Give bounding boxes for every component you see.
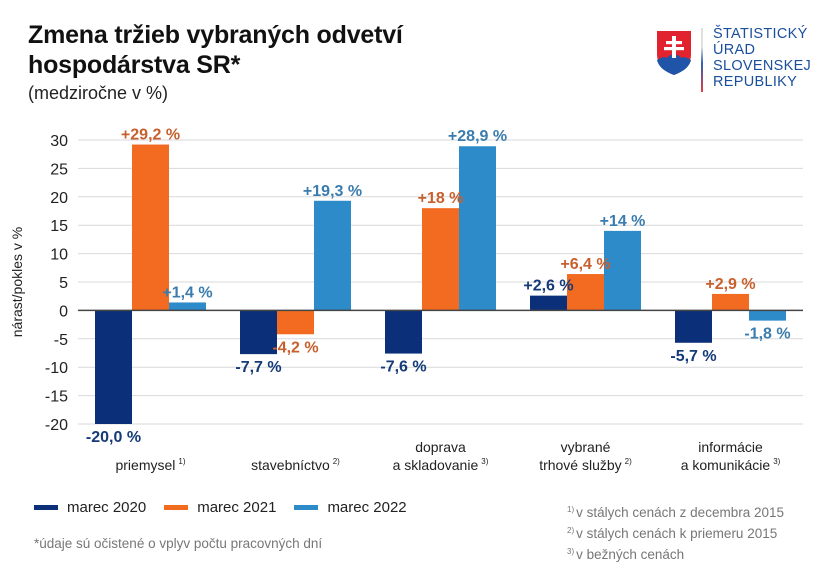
data-labels: -20,0 % +29,2 % +1,4 % -7,7 % -4,2 % +19,3 % -… [86,127,791,446]
category-note-mark: 3) [481,457,488,466]
bar-marec-2020-3 [530,295,567,311]
x-category-label: informácie [698,439,763,455]
bar-marec-2022-3 [604,230,641,311]
data-label: +18 % [418,190,464,207]
footnote: *údaje sú očistené o vplyv počtu pracovn… [34,536,323,551]
x-category-label: stavebníctvo 2) [251,457,340,473]
category-note-mark: 2) [625,457,632,466]
x-category-label: priemysel 1) [115,457,185,473]
note-item: 1) v stálych cenách z decembra 2015 [567,505,784,520]
chart-subtitle: (medziročne v %) [28,83,169,103]
legend: marec 2020 marec 2021 marec 2022 [34,499,407,516]
y-tick-label: 30 [50,133,68,150]
bar-marec-2020-1 [240,310,277,355]
slovak-coat-of-arms-icon [657,31,691,75]
data-label: -7,6 % [380,359,426,376]
x-category-label: trhové služby 2) [539,457,632,473]
legend-label: marec 2020 [67,499,147,516]
logo-line: ŠTATISTICKÝ [713,26,808,42]
bar-marec-2020-4 [675,310,712,343]
y-axis-label: nárast/pokles v % [9,227,25,338]
y-tick-label: 0 [59,303,68,320]
chart-title-line1: Zmena tržieb vybraných odvetví [28,21,403,49]
bar-marec-2022-1 [314,200,351,311]
data-label: +2,6 % [523,278,573,295]
legend-swatch-2022 [294,505,319,510]
bar-marec-2022-2 [459,146,496,311]
bars [95,144,786,424]
data-label: +14 % [600,213,646,230]
y-tick-label: -20 [45,417,68,434]
category-note-mark: 3) [773,457,780,466]
data-label: -1,8 % [744,326,790,343]
x-category-label: vybrané [561,439,611,455]
y-tick-label: 5 [59,275,68,292]
x-category-label: a skladovanie 3) [393,457,489,473]
logo-line: SLOVENSKEJ [713,58,812,74]
chart-title-line2: hospodárstva SR* [28,51,241,79]
data-label: +1,4 % [162,284,212,301]
category-note-mark: 2) [333,457,340,466]
legend-label: marec 2021 [197,499,277,516]
legend-item: marec 2020 [34,499,146,516]
y-tick-label: -10 [45,360,68,377]
data-label: -5,7 % [670,348,716,365]
y-axis-ticks: 30 25 20 15 10 5 0 -5 -10 -15 -20 [45,133,68,434]
category-note-mark: 1) [178,457,185,466]
x-axis-labels: priemysel 1) stavebníctvo 2) doprava a sklado… [115,439,780,473]
y-tick-label: -5 [54,332,68,349]
data-label: +29,2 % [121,127,180,144]
chart-title: Zmena tržieb vybraných odvetví hospodárs… [28,20,403,80]
legend-item: marec 2021 [164,499,276,516]
data-label: +19,3 % [303,183,362,200]
bar-marec-2021-3 [567,274,604,311]
bar-marec-2022-4 [749,310,786,321]
logo-divider [701,28,703,92]
data-label: -20,0 % [86,429,141,446]
legend-swatch-2020 [34,505,58,510]
legend-swatch-2021 [164,505,189,510]
data-label: -4,2 % [272,339,318,356]
bar-marec-2021-1 [277,310,314,335]
data-label: +6,4 % [560,256,610,273]
bar-marec-2021-0 [132,144,169,311]
data-label: +2,9 % [705,276,755,293]
logo-line: REPUBLIKY [713,74,798,90]
note-item: 3) v bežných cenách [567,547,685,562]
logo-line: ÚRAD [713,42,756,58]
data-label: +28,9 % [448,128,507,145]
y-tick-label: 20 [50,190,68,207]
bar-marec-2020-2 [385,310,422,354]
legend-item: marec 2022 [294,499,407,516]
x-category-label: a komunikácie 3) [681,457,781,473]
bar-marec-2021-2 [422,208,459,311]
legend-label: marec 2022 [327,499,407,516]
y-tick-label: 15 [50,218,68,235]
y-tick-label: 10 [50,247,68,264]
x-category-label: doprava [415,439,466,455]
bar-marec-2020-0 [95,310,132,424]
note-item: 2) v stálych cenách k priemeru 2015 [567,526,778,541]
statistical-office-logo: ŠTATISTICKÝ ÚRAD SLOVENSKEJ REPUBLIKY [654,26,829,96]
price-notes: 1) v stálych cenách z decembra 2015 2) v s… [567,501,784,564]
bar-marec-2022-0 [169,302,206,311]
data-label: -7,7 % [235,359,281,376]
logo-text: ŠTATISTICKÝ ÚRAD SLOVENSKEJ REPUBLIKY [713,26,811,90]
bar-marec-2021-4 [712,293,749,311]
y-tick-label: 25 [50,161,68,178]
y-tick-label: -15 [45,389,68,406]
